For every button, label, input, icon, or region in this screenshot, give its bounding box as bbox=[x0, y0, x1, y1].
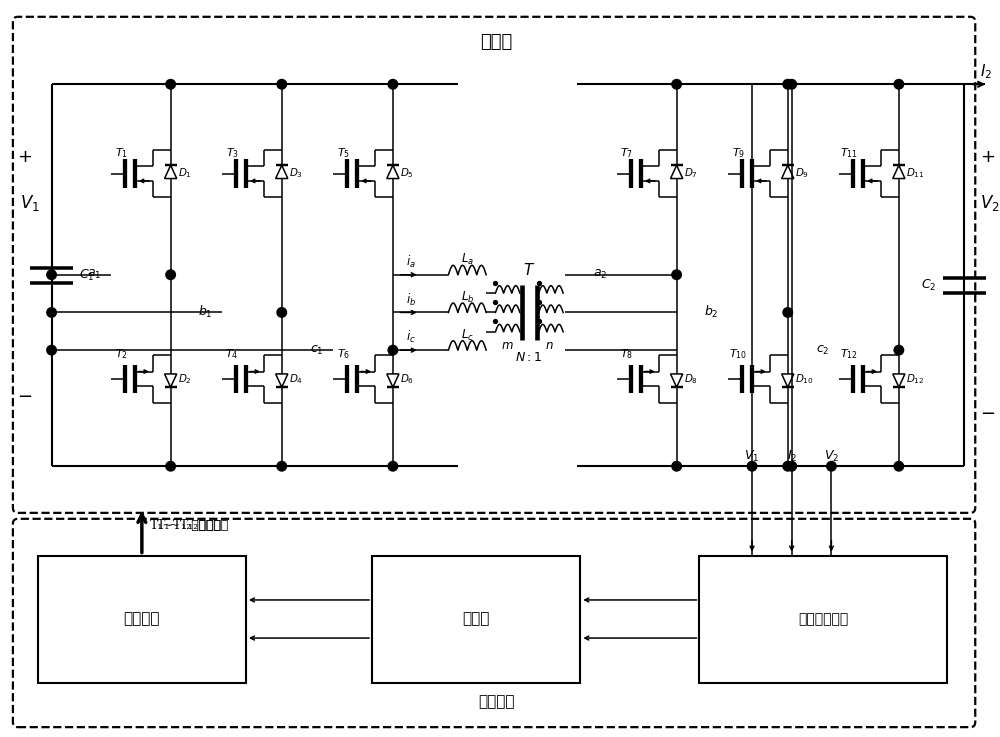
Circle shape bbox=[388, 80, 398, 89]
Text: $i_b$: $i_b$ bbox=[406, 292, 416, 307]
Text: $c_2$: $c_2$ bbox=[816, 343, 829, 357]
Text: $D_8$: $D_8$ bbox=[684, 372, 698, 385]
Text: $T_3$: $T_3$ bbox=[226, 146, 239, 160]
Text: $+$: $+$ bbox=[17, 147, 32, 166]
Text: 主电路: 主电路 bbox=[480, 32, 512, 51]
Text: 采样调理电路: 采样调理电路 bbox=[798, 612, 849, 626]
Circle shape bbox=[894, 461, 904, 471]
Text: $T_{12}$: $T_{12}$ bbox=[840, 347, 858, 361]
Text: $b_1$: $b_1$ bbox=[198, 304, 212, 321]
Text: $T_{10}$: $T_{10}$ bbox=[729, 347, 747, 361]
Text: $a_2$: $a_2$ bbox=[593, 268, 607, 282]
Circle shape bbox=[672, 80, 681, 89]
Circle shape bbox=[787, 461, 796, 471]
Circle shape bbox=[388, 461, 398, 471]
Text: $T_1$: $T_1$ bbox=[115, 146, 128, 160]
Circle shape bbox=[827, 461, 836, 471]
Text: $c_1$: $c_1$ bbox=[310, 343, 323, 357]
Circle shape bbox=[894, 80, 904, 89]
Text: T₁~T₁₂驱动信号: T₁~T₁₂驱动信号 bbox=[150, 520, 222, 532]
FancyBboxPatch shape bbox=[372, 556, 580, 682]
Text: $T_2$: $T_2$ bbox=[115, 347, 128, 361]
Text: 控制电路: 控制电路 bbox=[478, 695, 514, 709]
Text: 控制器: 控制器 bbox=[463, 612, 490, 626]
Text: $D_4$: $D_4$ bbox=[289, 372, 303, 385]
Text: $-$: $-$ bbox=[17, 385, 32, 404]
Text: $L_b$: $L_b$ bbox=[461, 290, 474, 305]
Circle shape bbox=[166, 461, 175, 471]
Text: $V_2$: $V_2$ bbox=[824, 449, 839, 464]
Circle shape bbox=[47, 346, 56, 355]
Text: $N:1$: $N:1$ bbox=[515, 351, 542, 364]
Circle shape bbox=[166, 270, 175, 279]
Text: $V_1$: $V_1$ bbox=[20, 193, 40, 213]
Text: $D_2$: $D_2$ bbox=[178, 372, 192, 385]
Circle shape bbox=[672, 270, 681, 279]
Text: $D_{10}$: $D_{10}$ bbox=[795, 372, 814, 385]
Text: $+$: $+$ bbox=[980, 147, 995, 166]
Circle shape bbox=[894, 346, 904, 355]
FancyBboxPatch shape bbox=[13, 17, 975, 513]
Text: $V_1$: $V_1$ bbox=[744, 449, 760, 464]
Text: $n$: $n$ bbox=[545, 339, 553, 352]
Text: $-$: $-$ bbox=[980, 402, 995, 421]
Text: $T_8$: $T_8$ bbox=[620, 347, 634, 361]
Text: $T_4$: $T_4$ bbox=[225, 347, 239, 361]
Text: $D_{11}$: $D_{11}$ bbox=[906, 167, 925, 181]
Text: $T_6$: $T_6$ bbox=[337, 347, 350, 361]
Circle shape bbox=[166, 80, 175, 89]
Text: $D_{12}$: $D_{12}$ bbox=[906, 372, 925, 385]
Circle shape bbox=[787, 80, 796, 89]
Text: $C_1$: $C_1$ bbox=[79, 268, 95, 283]
Circle shape bbox=[388, 346, 398, 355]
Text: $T_9$: $T_9$ bbox=[732, 146, 745, 160]
Circle shape bbox=[277, 307, 287, 317]
Text: 驱动电路: 驱动电路 bbox=[124, 612, 160, 626]
Circle shape bbox=[277, 80, 287, 89]
Text: $i_a$: $i_a$ bbox=[406, 254, 416, 270]
Text: $V_2$: $V_2$ bbox=[980, 193, 1000, 213]
FancyBboxPatch shape bbox=[13, 519, 975, 727]
Circle shape bbox=[277, 461, 287, 471]
Circle shape bbox=[783, 461, 793, 471]
Text: $D_3$: $D_3$ bbox=[289, 167, 303, 181]
Circle shape bbox=[47, 307, 56, 317]
Circle shape bbox=[747, 461, 757, 471]
Text: $I_2$: $I_2$ bbox=[980, 62, 992, 81]
Text: $L_c$: $L_c$ bbox=[461, 328, 474, 343]
Circle shape bbox=[783, 80, 793, 89]
Text: $T_7$: $T_7$ bbox=[620, 146, 634, 160]
Text: $D_5$: $D_5$ bbox=[400, 167, 414, 181]
Text: $T_{11}$: $T_{11}$ bbox=[840, 146, 858, 160]
Text: T₁~T₁₂驱动信号: T₁~T₁₂驱动信号 bbox=[157, 520, 229, 532]
Text: $C_2$: $C_2$ bbox=[921, 278, 937, 293]
FancyBboxPatch shape bbox=[38, 556, 246, 682]
Circle shape bbox=[47, 270, 56, 279]
Text: $D_1$: $D_1$ bbox=[178, 167, 192, 181]
Text: $T$: $T$ bbox=[523, 262, 535, 279]
FancyBboxPatch shape bbox=[699, 556, 947, 682]
Text: $D_9$: $D_9$ bbox=[795, 167, 809, 181]
Text: $D_7$: $D_7$ bbox=[684, 167, 698, 181]
Text: $m$: $m$ bbox=[501, 339, 514, 352]
Text: $b_2$: $b_2$ bbox=[704, 304, 718, 321]
Text: $I_2$: $I_2$ bbox=[787, 449, 797, 464]
Text: $L_a$: $L_a$ bbox=[461, 252, 474, 268]
Text: $T_5$: $T_5$ bbox=[337, 146, 350, 160]
Text: $a_1$: $a_1$ bbox=[87, 268, 101, 282]
Circle shape bbox=[672, 461, 681, 471]
Circle shape bbox=[783, 307, 793, 317]
Text: $i_c$: $i_c$ bbox=[406, 329, 415, 346]
Text: $D_6$: $D_6$ bbox=[400, 372, 414, 385]
